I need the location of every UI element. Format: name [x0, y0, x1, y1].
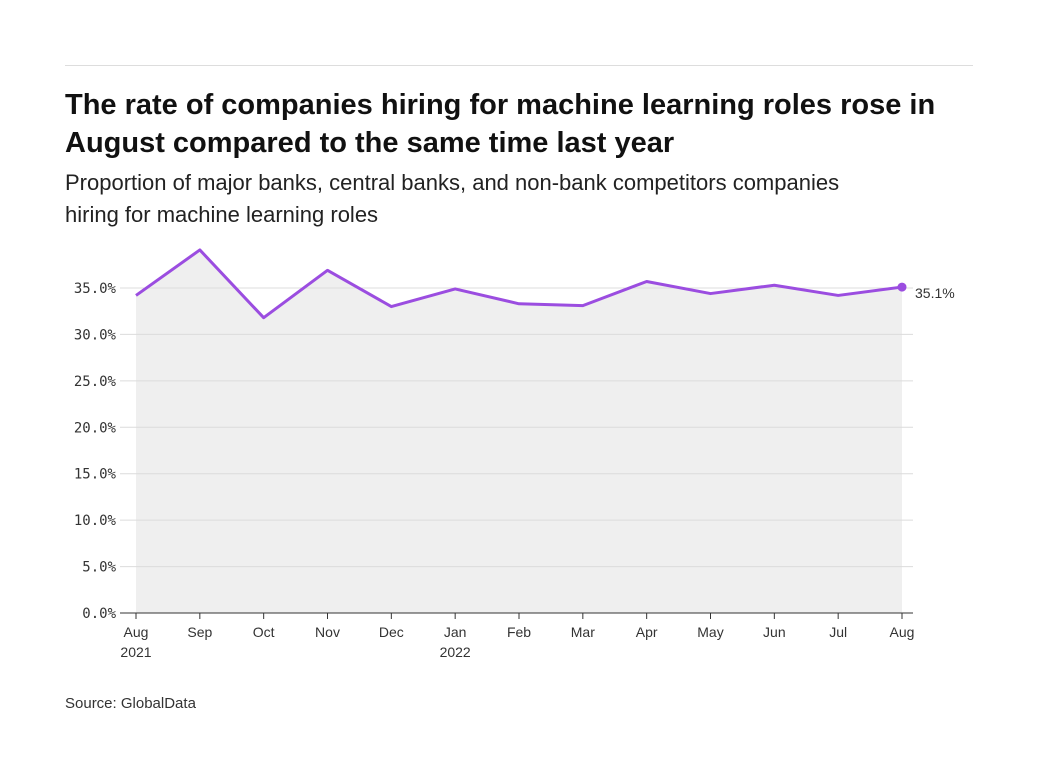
x-tick-line: Dec	[379, 624, 404, 640]
x-tick-line: Aug	[124, 624, 149, 640]
value-label: 35.1%	[915, 285, 955, 301]
x-tick-label: Aug 2021	[120, 624, 151, 660]
x-tick-label: Jan 2022	[440, 624, 471, 660]
x-tick-label: Nov	[315, 624, 340, 640]
source: Source: GlobalData	[65, 695, 197, 712]
x-tick-line: Jan	[444, 624, 467, 640]
x-tick-line: Aug	[890, 624, 915, 640]
y-tick-label: 35.0%	[74, 281, 117, 297]
y-tick-label: 25.0%	[74, 374, 117, 390]
y-tick-label: 30.0%	[74, 327, 117, 343]
x-tick-line: Mar	[571, 624, 595, 640]
x-tick-line: Apr	[636, 624, 658, 640]
x-tick-label: Mar	[571, 624, 595, 640]
x-tick-label: Feb	[507, 624, 531, 640]
x-tick-label: Oct	[253, 624, 275, 640]
x-tick-label: Jul	[829, 624, 847, 640]
x-tick-label: Dec	[379, 624, 404, 640]
line	[135, 248, 903, 320]
y-tick-label: 20.0%	[74, 420, 117, 436]
x-tick-line: Nov	[315, 624, 340, 640]
end-point	[897, 282, 907, 292]
x-tick-line: Sep	[187, 624, 212, 640]
y-tick-label: 10.0%	[74, 513, 117, 529]
x-tick-label: Aug	[890, 624, 915, 640]
text-line: The rate of companies hiring for machine…	[65, 89, 935, 121]
area	[136, 249, 902, 613]
x-tick-label: Jun	[763, 624, 786, 640]
x-tick-line: 2022	[440, 644, 471, 660]
x-tick-line: Oct	[253, 624, 275, 640]
x-tick-line: Feb	[507, 624, 531, 640]
x-tick-label: Sep	[187, 624, 212, 640]
y-tick-label: 5.0%	[82, 560, 116, 576]
x-tick-line: Jun	[763, 624, 786, 640]
text-line: August compared to the same time last ye…	[65, 127, 674, 159]
y-tick-label: 15.0%	[74, 467, 117, 483]
x-tick-label: May	[697, 624, 723, 640]
x-tick-line: Jul	[829, 624, 847, 640]
text-line: hiring for machine learning roles	[65, 202, 378, 227]
chart-subtitle: Proportion of major banks, central banks…	[65, 170, 839, 227]
x-tick-line: May	[697, 624, 723, 640]
text-line: Proportion of major banks, central banks…	[65, 170, 839, 195]
x-tick-line: 2021	[120, 644, 151, 660]
y-tick-label: 0.0%	[82, 606, 116, 622]
x-tick-label: Apr	[636, 624, 658, 640]
chart-title: The rate of companies hiring for machine…	[65, 89, 935, 159]
